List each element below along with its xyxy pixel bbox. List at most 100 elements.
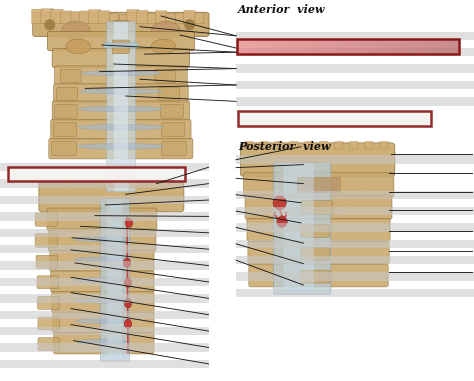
Bar [398, 39, 401, 54]
Bar [0, 196, 209, 204]
Bar [8, 167, 185, 181]
Bar [273, 39, 276, 54]
FancyBboxPatch shape [53, 14, 61, 24]
Bar [342, 39, 345, 54]
Ellipse shape [111, 41, 130, 52]
Bar [276, 39, 279, 54]
Ellipse shape [74, 257, 130, 262]
FancyBboxPatch shape [112, 40, 129, 54]
FancyBboxPatch shape [33, 12, 209, 37]
Ellipse shape [123, 258, 131, 267]
FancyBboxPatch shape [247, 218, 390, 241]
Bar [375, 39, 378, 54]
Bar [301, 39, 303, 54]
Bar [417, 39, 420, 54]
Bar [437, 39, 439, 54]
Bar [236, 97, 474, 106]
Bar [236, 272, 474, 281]
Ellipse shape [80, 89, 162, 94]
FancyBboxPatch shape [161, 104, 183, 118]
FancyBboxPatch shape [52, 48, 190, 67]
Bar [287, 39, 290, 54]
FancyBboxPatch shape [305, 141, 313, 149]
FancyBboxPatch shape [301, 224, 330, 237]
FancyBboxPatch shape [164, 9, 177, 24]
Ellipse shape [79, 106, 163, 112]
Bar [254, 39, 256, 54]
FancyBboxPatch shape [130, 180, 137, 187]
FancyBboxPatch shape [290, 141, 298, 149]
Bar [0, 229, 209, 237]
FancyBboxPatch shape [47, 208, 157, 231]
FancyBboxPatch shape [56, 87, 77, 100]
Bar [0, 212, 209, 221]
FancyBboxPatch shape [55, 104, 77, 118]
FancyBboxPatch shape [163, 180, 169, 187]
Bar [262, 39, 264, 54]
FancyBboxPatch shape [245, 195, 392, 219]
Bar [323, 39, 326, 54]
Bar [236, 289, 474, 297]
Ellipse shape [76, 319, 128, 324]
FancyBboxPatch shape [38, 338, 60, 351]
Bar [442, 39, 445, 54]
FancyBboxPatch shape [162, 141, 186, 156]
FancyBboxPatch shape [335, 141, 343, 149]
Bar [236, 190, 474, 199]
Bar [236, 155, 474, 164]
Ellipse shape [124, 278, 132, 287]
Bar [248, 39, 251, 54]
Bar [0, 179, 209, 188]
FancyBboxPatch shape [89, 9, 101, 24]
Ellipse shape [62, 21, 90, 40]
FancyBboxPatch shape [35, 213, 58, 226]
Bar [453, 39, 456, 54]
Bar [236, 48, 474, 56]
Ellipse shape [124, 299, 132, 308]
Bar [236, 256, 474, 264]
Bar [315, 39, 318, 54]
Bar [392, 39, 395, 54]
FancyBboxPatch shape [174, 11, 186, 24]
Bar [290, 39, 292, 54]
Bar [331, 39, 334, 54]
FancyBboxPatch shape [35, 234, 58, 247]
Bar [306, 39, 309, 54]
Bar [246, 39, 248, 54]
FancyBboxPatch shape [248, 241, 389, 264]
FancyBboxPatch shape [55, 180, 62, 187]
FancyBboxPatch shape [38, 317, 60, 330]
Bar [328, 39, 331, 54]
FancyBboxPatch shape [52, 101, 190, 121]
Bar [403, 39, 406, 54]
Bar [284, 39, 287, 54]
FancyBboxPatch shape [36, 255, 58, 268]
Bar [264, 39, 267, 54]
Bar [365, 39, 367, 54]
Bar [450, 39, 453, 54]
Bar [237, 39, 459, 54]
FancyBboxPatch shape [119, 180, 126, 187]
Ellipse shape [184, 19, 195, 30]
Bar [0, 245, 209, 253]
Bar [439, 39, 442, 54]
FancyBboxPatch shape [49, 138, 193, 159]
FancyBboxPatch shape [104, 43, 138, 48]
Bar [381, 39, 384, 54]
Ellipse shape [151, 39, 176, 54]
Bar [0, 311, 209, 319]
Bar [390, 39, 392, 54]
FancyBboxPatch shape [55, 66, 187, 85]
Bar [445, 39, 448, 54]
Bar [406, 39, 409, 54]
FancyBboxPatch shape [100, 199, 129, 361]
FancyBboxPatch shape [118, 10, 129, 24]
Bar [412, 39, 414, 54]
FancyBboxPatch shape [72, 14, 80, 24]
FancyBboxPatch shape [260, 141, 268, 149]
FancyBboxPatch shape [301, 270, 330, 283]
FancyBboxPatch shape [52, 141, 76, 156]
Bar [282, 39, 284, 54]
FancyBboxPatch shape [44, 180, 51, 187]
Ellipse shape [78, 124, 164, 130]
